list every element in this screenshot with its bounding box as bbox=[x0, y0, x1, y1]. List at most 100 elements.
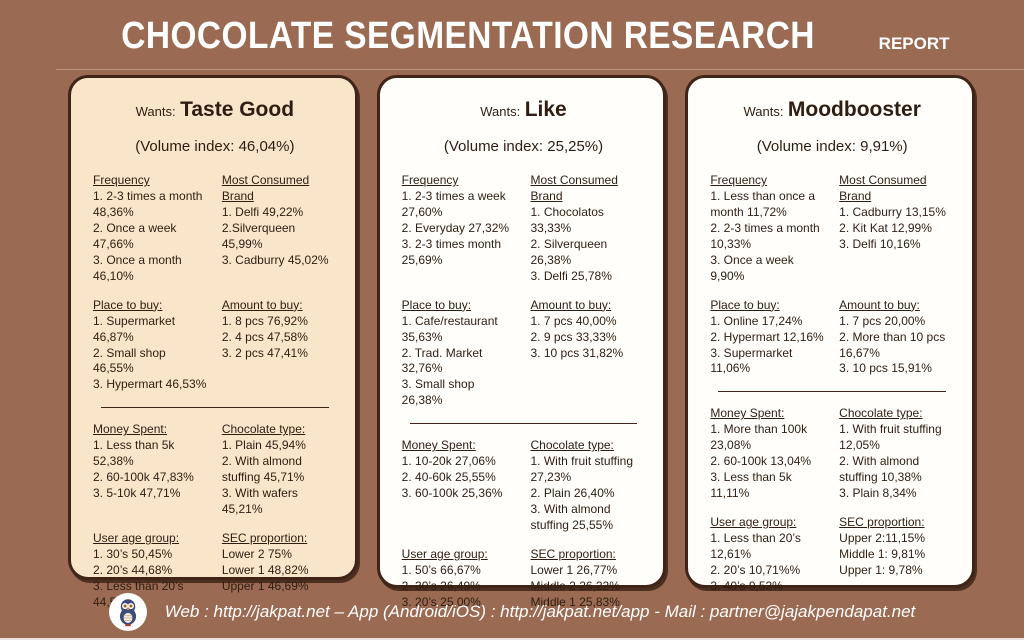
list-item: 1. Online 17,24% bbox=[710, 313, 803, 328]
segment-panel-moodbooster: Wants: Moodbooster (Volume index: 9,91%)… bbox=[685, 75, 976, 593]
section-chocolate-type: Chocolate type: 1. With fruit stuffing 2… bbox=[531, 438, 646, 534]
panel-wants: Wants: Taste Good bbox=[93, 98, 337, 122]
list-item: Lower 2 75% bbox=[221, 547, 292, 562]
section-user-age-group: User age group: 1. Less than 20’s 12,61%… bbox=[710, 515, 825, 595]
section-title: Most Consumed Brand bbox=[839, 173, 927, 203]
section-title: SEC proportion: bbox=[530, 547, 616, 562]
section-title: Chocolate type: bbox=[839, 406, 923, 421]
list-item: 2. Everyday 27,32% bbox=[401, 220, 510, 235]
list-item: Lower 1 48,82% bbox=[221, 563, 309, 578]
list-item: 1. 2-3 times a month 48,36% bbox=[93, 188, 203, 219]
section-title: Chocolate type: bbox=[221, 422, 306, 437]
wants-value: Taste Good bbox=[180, 98, 295, 121]
section-money-spent: Money Spent: 1. More than 100k 23,08% 2.… bbox=[710, 406, 825, 502]
header-divider bbox=[56, 69, 1024, 70]
section-sec-proportion: SEC proportion: Upper 2:11,15% Middle 1:… bbox=[839, 515, 954, 595]
section-title: Place to buy: bbox=[710, 297, 780, 312]
list-item: 2. 20’s 44,68% bbox=[93, 563, 173, 578]
list-item: 2. 60-100k 13,04% bbox=[710, 454, 812, 469]
section-title: Frequency bbox=[710, 173, 768, 187]
wants-value: Like bbox=[524, 98, 567, 121]
report-header: CHOCOLATE SEGMENTATION RESEARCH REPORT bbox=[0, 0, 1024, 72]
volume-index: (Volume index: 46,04%) bbox=[135, 138, 295, 155]
list-item: 3. Delfi 10,16% bbox=[839, 236, 921, 251]
section-title: Frequency bbox=[93, 173, 150, 187]
list-item: 1. 8 pcs 76,92% bbox=[221, 313, 308, 328]
list-item: 3. Plain 8,34% bbox=[839, 486, 917, 501]
list-item: 1. 10-20k 27,06% bbox=[401, 454, 496, 469]
list-item: 3. 2-3 times month 25,69% bbox=[401, 236, 502, 267]
list-item: 2. 4 pcs 47,58% bbox=[221, 329, 308, 344]
panel-sections: Frequency 1. Less than once a month 11,7… bbox=[710, 173, 954, 595]
section-title: Money Spent: bbox=[401, 438, 476, 453]
section-title: SEC proportion: bbox=[221, 531, 308, 546]
report-footer: Web : http://jakpat.net – App (Android/i… bbox=[0, 586, 1024, 638]
list-item: 3. Cadburry 45,02% bbox=[221, 252, 329, 267]
list-item: 1. Less than 20’s 12,61% bbox=[710, 531, 801, 562]
section-most-consumed-brand: Most Consumed Brand 1. Chocolatos 33,33%… bbox=[531, 173, 646, 285]
segment-panels: Wants: Taste Good (Volume index: 46,04%)… bbox=[0, 72, 1024, 609]
list-item: 3. Supermarket 11,06% bbox=[710, 345, 793, 376]
list-item: 2. 9 pcs 33,33% bbox=[530, 329, 617, 344]
list-item: 1. 7 pcs 40,00% bbox=[530, 313, 617, 328]
list-item: Upper 1: 9,78% bbox=[839, 563, 923, 578]
section-divider bbox=[718, 391, 947, 393]
panel-sections: Frequency 1. 2-3 times a week 27,60% 2. … bbox=[402, 173, 646, 611]
list-item: 1. Chocolatos 33,33% bbox=[530, 204, 604, 235]
list-item: 1. Delfi 49,22% bbox=[221, 204, 304, 219]
list-item: 1. Less than once a month 11,72% bbox=[710, 188, 816, 219]
wants-value: Moodbooster bbox=[787, 98, 921, 121]
panel-wants: Wants: Moodbooster bbox=[710, 98, 954, 122]
owl-mascot-icon bbox=[111, 595, 144, 629]
section-title: Money Spent: bbox=[93, 422, 168, 437]
list-item: Lower 1 26,77% bbox=[530, 563, 618, 578]
wants-label: Wants: bbox=[480, 104, 521, 119]
list-item: 3. 10 pcs 15,91% bbox=[839, 361, 932, 376]
list-item: 1. 2-3 times a week 27,60% bbox=[401, 188, 506, 219]
section-chocolate-type: Chocolate type: 1. Plain 45,94% 2. With … bbox=[222, 422, 337, 518]
panel-wants: Wants: Like bbox=[402, 98, 646, 122]
section-place-to-buy: Place to buy: 1. Cafe/restaurant 35,63% … bbox=[402, 298, 517, 410]
section-frequency: Frequency 1. Less than once a month 11,7… bbox=[710, 173, 825, 285]
volume-index: (Volume index: 9,91%) bbox=[756, 138, 908, 155]
list-item: 2. 20’s 10,71%% bbox=[710, 563, 801, 578]
list-item: Upper 1 46,69% bbox=[221, 578, 309, 593]
list-item: 2. With almond stuffing 45,71% bbox=[221, 454, 305, 485]
list-item: 3. With wafers 45,21% bbox=[221, 486, 298, 517]
list-item: 2. 2-3 times a month 10,33% bbox=[710, 220, 820, 251]
section-title: Most Consumed Brand bbox=[221, 173, 310, 203]
list-item: 1. With fruit stuffing 27,23% bbox=[530, 454, 634, 485]
list-item: 2. With almond stuffing 10,38% bbox=[839, 454, 922, 485]
list-item: 1. With fruit stuffing 12,05% bbox=[839, 422, 942, 453]
list-item: Middle 2 26,22% bbox=[530, 578, 620, 593]
list-item: 3. Once a week 9,90% bbox=[710, 252, 794, 283]
list-item: 3. Delfi 25,78% bbox=[530, 268, 612, 283]
list-item: 1. More than 100k 23,08% bbox=[710, 422, 808, 453]
section-title: Place to buy: bbox=[401, 297, 472, 312]
section-title: Money Spent: bbox=[710, 406, 785, 421]
section-title: Amount to buy: bbox=[221, 297, 303, 312]
list-item: 1. 50’s 66,67% bbox=[401, 563, 481, 578]
list-item: 2. Small shop 46,55% bbox=[93, 345, 166, 376]
section-amount-to-buy: Amount to buy: 1. 7 pcs 40,00% 2. 9 pcs … bbox=[531, 298, 646, 410]
section-place-to-buy: Place to buy: 1. Online 17,24% 2. Hyperm… bbox=[710, 298, 825, 378]
section-sec-proportion: SEC proportion: Lower 1 26,77% Middle 2 … bbox=[531, 547, 646, 611]
bottom-edge-line bbox=[0, 638, 1024, 640]
wants-label: Wants: bbox=[743, 104, 784, 119]
section-most-consumed-brand: Most Consumed Brand 1. Cadburry 13,15% 2… bbox=[839, 173, 954, 285]
segment-panel-taste-good: Wants: Taste Good (Volume index: 46,04%)… bbox=[68, 75, 358, 609]
volume-index: (Volume index: 25,25%) bbox=[443, 138, 604, 155]
list-item: 3. 2 pcs 47,41% bbox=[221, 345, 308, 360]
list-item: 1. Supermarket 46,87% bbox=[93, 313, 176, 344]
list-item: 2. Plain 26,40% bbox=[530, 486, 615, 501]
list-item: 1. 30’s 50,45% bbox=[93, 547, 173, 562]
section-amount-to-buy: Amount to buy: 1. 8 pcs 76,92% 2. 4 pcs … bbox=[222, 298, 337, 394]
list-item: 3. Once a month 46,10% bbox=[93, 252, 182, 283]
list-item: 3. 10 pcs 31,82% bbox=[530, 345, 624, 360]
list-item: 2. Once a week 47,66% bbox=[93, 220, 177, 251]
jakpat-owl-logo-icon bbox=[108, 593, 147, 631]
section-divider bbox=[101, 407, 329, 409]
list-item: Upper 2:11,15% bbox=[839, 531, 926, 546]
list-item: 2.Silverqueen 45,99% bbox=[221, 220, 296, 251]
segment-panel-like: Wants: Like (Volume index: 25,25%) Frequ… bbox=[376, 75, 667, 609]
